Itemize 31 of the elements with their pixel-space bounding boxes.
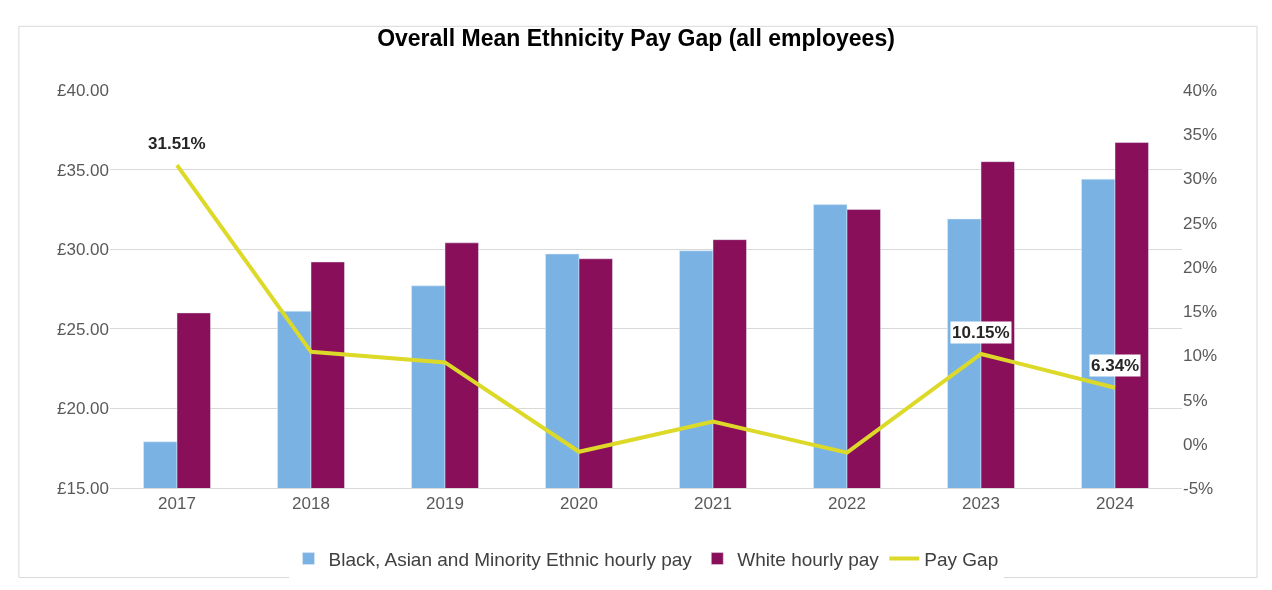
- y2-tick-label: 0%: [1183, 434, 1208, 454]
- x-tick-label: 2019: [426, 494, 464, 514]
- y-tick-label: £30.00: [57, 240, 109, 260]
- x-tick-label: 2023: [962, 494, 1000, 514]
- y2-tick-label: 10%: [1183, 346, 1218, 366]
- x-tick-label: 2024: [1096, 494, 1134, 514]
- y2-tick-label: 40%: [1183, 80, 1218, 100]
- y-tick-label: £40.00: [57, 80, 109, 100]
- x-tick-label: 2017: [158, 494, 196, 514]
- legend-label: Black, Asian and Minority Ethnic hourly pay: [328, 549, 693, 570]
- y2-tick-label: 20%: [1183, 257, 1218, 277]
- chart-title: Overall Mean Ethnicity Pay Gap (all employees): [377, 24, 895, 51]
- data-label: 31.51%: [148, 134, 206, 153]
- data-label: 10.15%: [952, 323, 1010, 342]
- y2-tick-label: 25%: [1183, 213, 1218, 233]
- y-tick-label: £15.00: [57, 478, 109, 498]
- legend-label: White hourly pay: [737, 549, 880, 570]
- y-tick-label: £35.00: [57, 160, 109, 180]
- y2-tick-label: 35%: [1183, 125, 1218, 145]
- y-tick-label: £25.00: [57, 319, 109, 339]
- y2-tick-label: 15%: [1183, 302, 1218, 322]
- y2-tick-label: 30%: [1183, 169, 1218, 189]
- x-tick-label: 2021: [694, 494, 732, 514]
- x-tick-label: 2018: [292, 494, 330, 514]
- y2-tick-label: 5%: [1183, 390, 1208, 410]
- data-label: 6.34%: [1091, 356, 1140, 375]
- legend-label: Pay Gap: [924, 549, 999, 570]
- x-tick-label: 2020: [560, 494, 598, 514]
- y-tick-label: £20.00: [57, 399, 109, 419]
- x-tick-label: 2022: [828, 494, 866, 514]
- y2-tick-label: -5%: [1183, 478, 1214, 498]
